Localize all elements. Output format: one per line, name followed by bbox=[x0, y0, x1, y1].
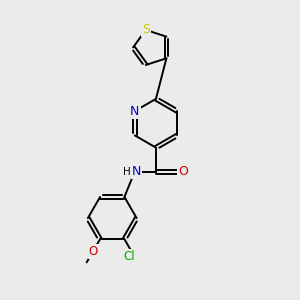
Text: N: N bbox=[130, 105, 140, 118]
Text: O: O bbox=[89, 245, 98, 258]
Text: H: H bbox=[123, 167, 131, 177]
Text: Cl: Cl bbox=[123, 250, 135, 263]
Text: S: S bbox=[142, 23, 150, 36]
Text: N: N bbox=[132, 166, 141, 178]
Text: O: O bbox=[178, 166, 188, 178]
